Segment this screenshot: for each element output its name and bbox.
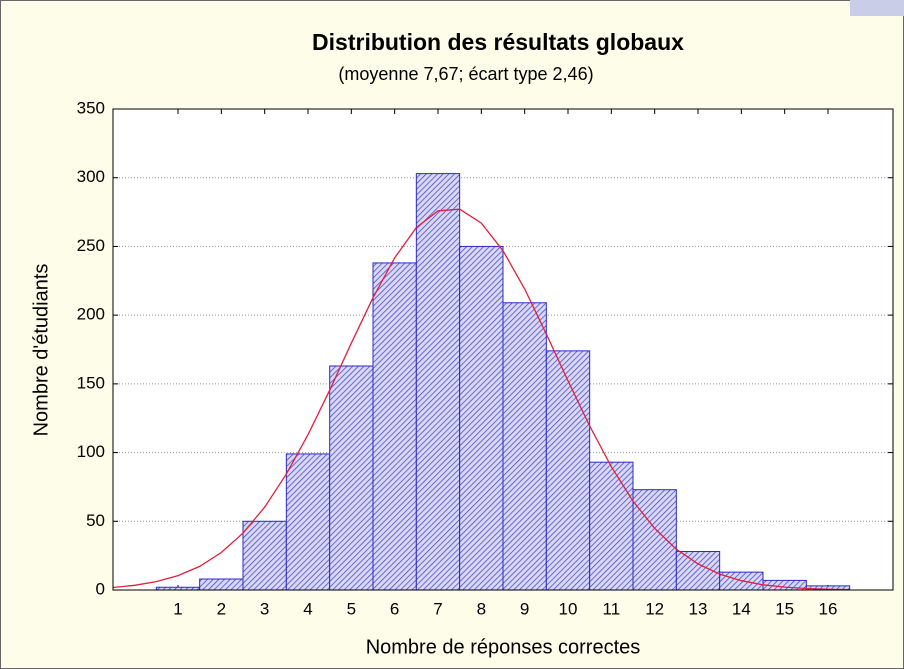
x-tick-label: 2 [217, 599, 226, 618]
bar [415, 173, 461, 591]
bar [372, 262, 417, 591]
x-tick-label: 8 [477, 599, 486, 618]
y-tick-label: 0 [96, 579, 105, 598]
x-axis-label: Nombre de réponses correctes [366, 636, 641, 658]
y-tick-label: 350 [77, 98, 105, 117]
x-tick-label: 11 [603, 599, 621, 618]
y-tick-label: 100 [77, 442, 105, 461]
fit-curve [112, 208, 850, 591]
y-tick-label: 250 [77, 236, 105, 255]
y-tick-label: 200 [77, 305, 105, 324]
x-tick-label: 14 [732, 599, 751, 618]
x-tick-label: 4 [303, 599, 312, 618]
bar [459, 245, 504, 591]
bar [632, 489, 677, 591]
x-tick-label: 15 [775, 599, 794, 618]
bar [329, 365, 374, 591]
y-tick-label: 50 [86, 511, 105, 530]
chart-title: Distribution des résultats globaux [312, 29, 684, 55]
corner-strip [850, 0, 904, 16]
x-tick-label: 9 [520, 599, 529, 618]
y-axis-label: Nombre d'étudiants [30, 264, 52, 437]
chart-subtitle: (moyenne 7,67; écart type 2,46) [338, 64, 593, 84]
y-tick-label: 150 [77, 373, 105, 392]
x-tick-label: 5 [347, 599, 356, 618]
bar [589, 461, 634, 591]
x-tick-label: 7 [433, 599, 442, 618]
x-tick-label: 10 [559, 599, 578, 618]
bar [502, 302, 547, 591]
bar [199, 578, 244, 591]
x-tick-label: 1 [173, 599, 182, 618]
y-tick-label: 300 [77, 167, 105, 186]
x-tick-label: 3 [260, 599, 269, 618]
x-tick-label: 16 [819, 599, 838, 618]
x-tick-label: 12 [645, 599, 664, 618]
x-tick-label: 6 [390, 599, 399, 618]
x-tick-label: 13 [689, 599, 708, 618]
bar [285, 453, 331, 591]
plot-frame [112, 108, 894, 591]
bar [545, 350, 591, 591]
bar [242, 520, 287, 591]
